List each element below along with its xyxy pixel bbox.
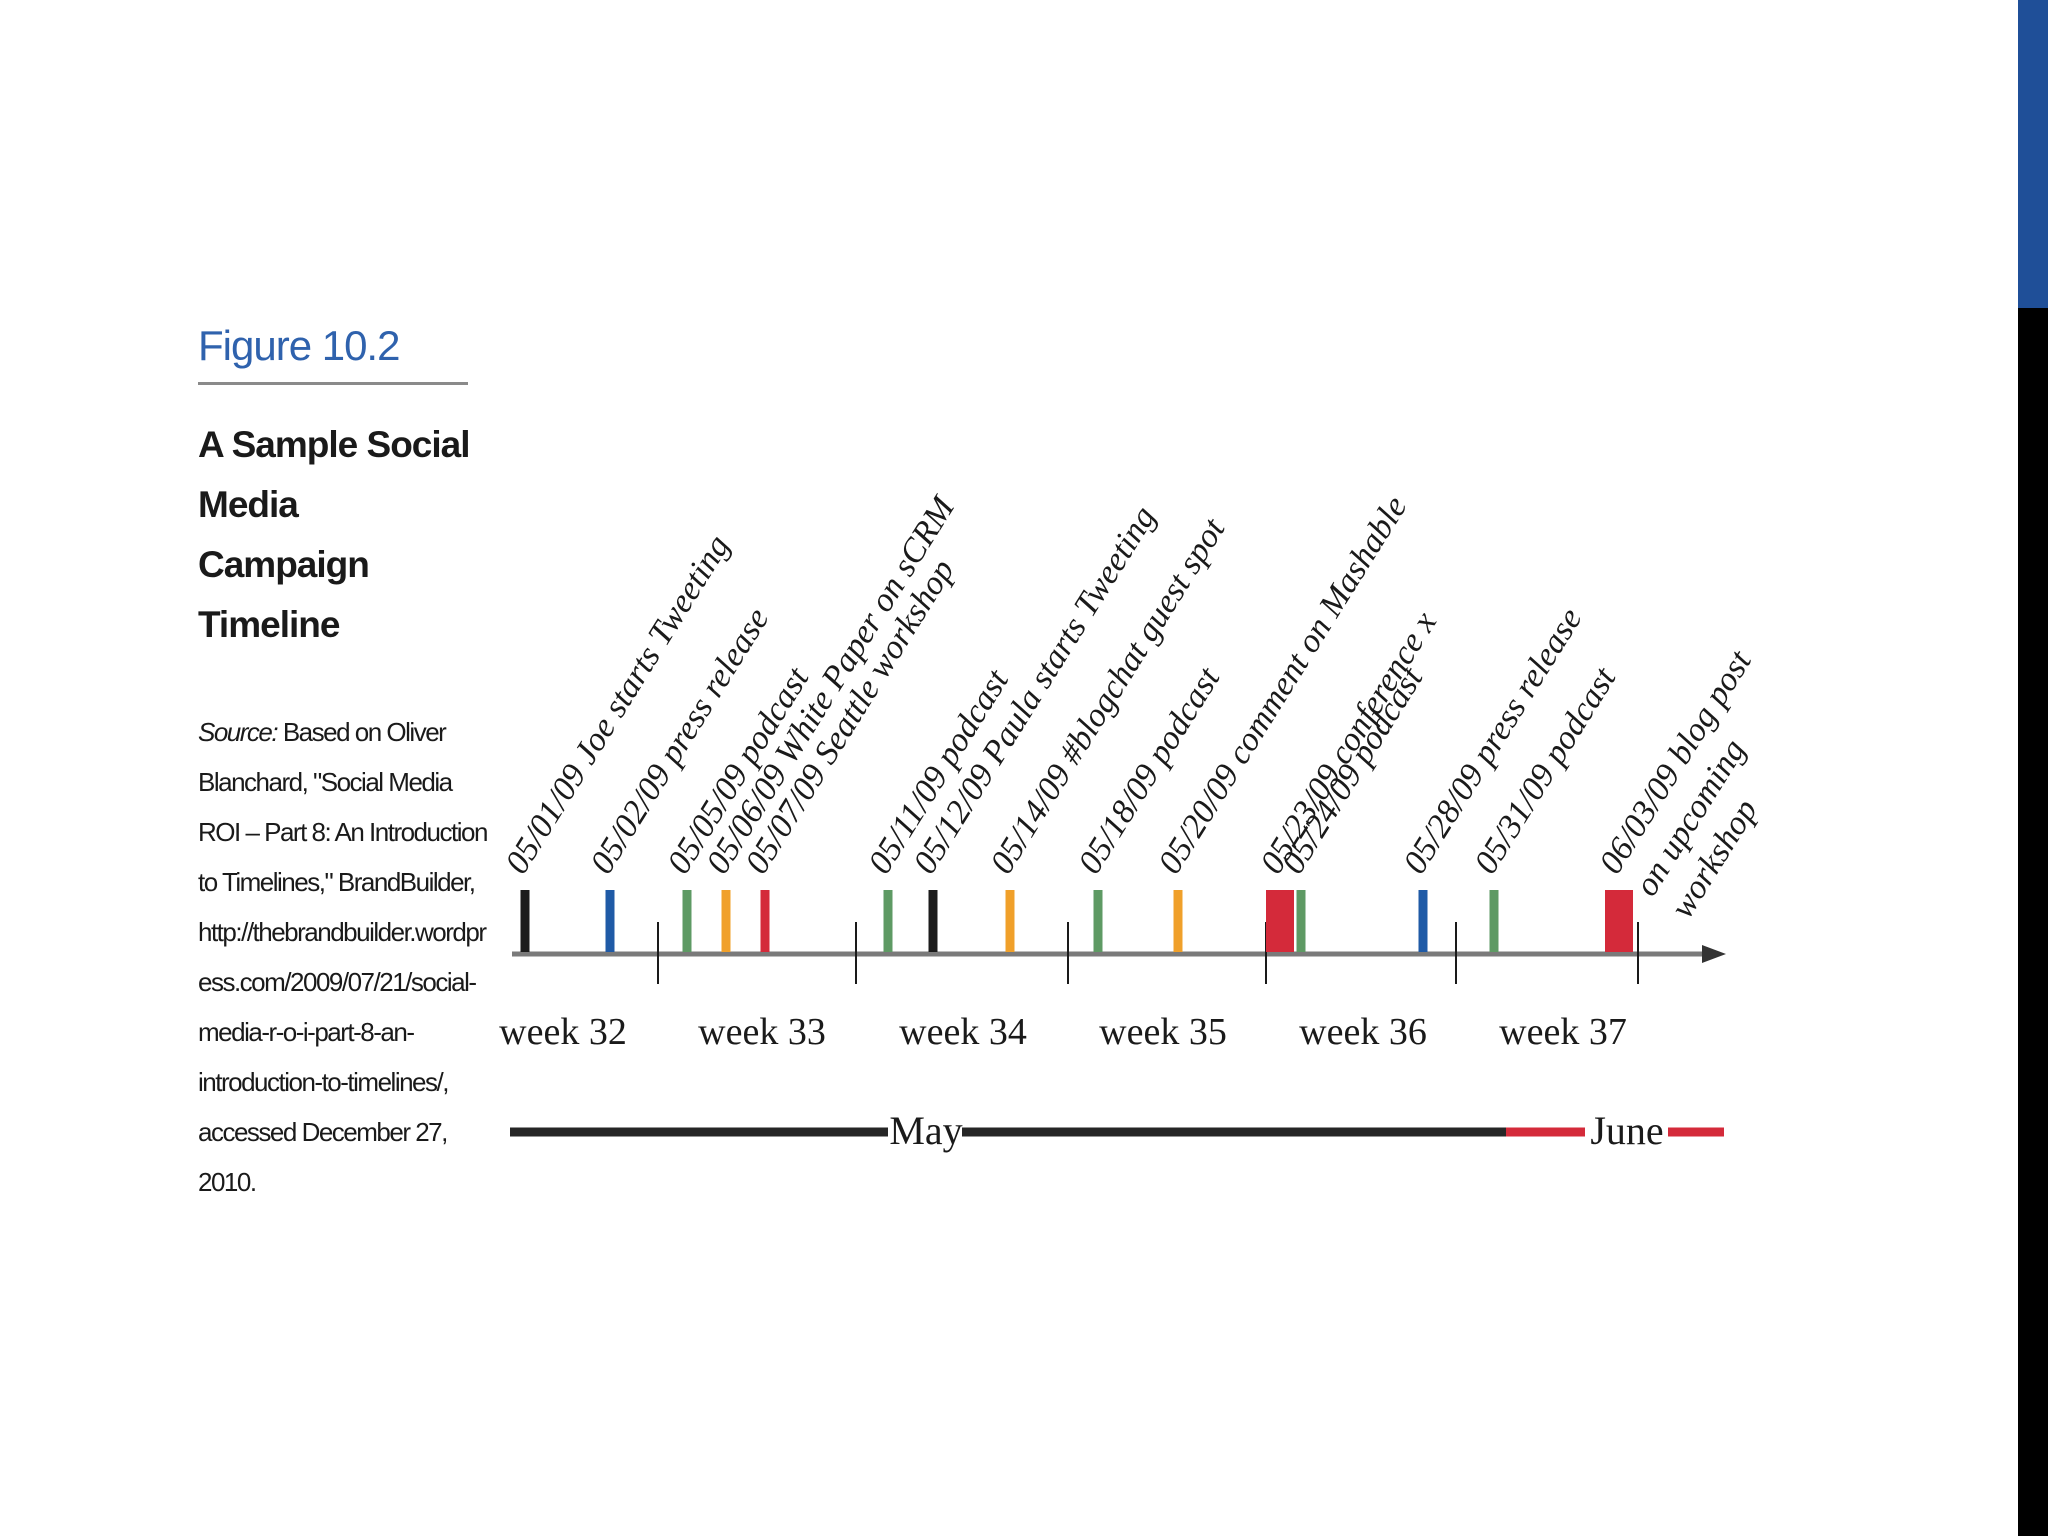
- month-label-may: May: [889, 1108, 962, 1153]
- source-label: Source:: [198, 717, 279, 747]
- week-label: week 32: [499, 1011, 627, 1053]
- event-marker: [928, 890, 938, 952]
- week-label: week 34: [899, 1011, 1027, 1053]
- event-marker: [721, 890, 731, 952]
- event-marker: [520, 890, 530, 952]
- event-marker: [1005, 890, 1015, 952]
- event-marker: [605, 890, 615, 952]
- figure-label: Figure 10.2: [198, 322, 400, 369]
- week-label: week 33: [698, 1011, 826, 1053]
- figure-source: Source: Based on Oliver Blanchard, "Soci…: [198, 707, 488, 1207]
- week-label: week 37: [1499, 1011, 1627, 1053]
- event-marker: [1605, 890, 1633, 952]
- event-label: 06/03/09 blog poston upcomingworkshop: [1592, 643, 1831, 925]
- event-marker: [1173, 890, 1183, 952]
- event-marker: [1489, 890, 1499, 952]
- figure-title: A Sample Social Media Campaign Timeline: [198, 424, 471, 645]
- event-marker: [1093, 890, 1103, 952]
- event-marker: [1296, 890, 1306, 952]
- week-label: week 36: [1299, 1011, 1427, 1053]
- axis-arrow-icon: [1702, 945, 1726, 963]
- event-marker: [1418, 890, 1428, 952]
- accent-bar: [2018, 0, 2048, 308]
- event-marker: [682, 890, 692, 952]
- event-marker: [1266, 890, 1294, 952]
- event-marker: [760, 890, 770, 952]
- source-text: Based on Oliver Blanchard, "Social Media…: [198, 717, 488, 1197]
- month-label-june: June: [1590, 1108, 1663, 1153]
- figure-caption: Figure 10.2 A Sample Social Media Campai…: [198, 320, 488, 1207]
- event-marker: [883, 890, 893, 952]
- caption-divider: [198, 382, 468, 385]
- week-label: week 35: [1099, 1011, 1227, 1053]
- dark-side-bar: [2018, 308, 2048, 1536]
